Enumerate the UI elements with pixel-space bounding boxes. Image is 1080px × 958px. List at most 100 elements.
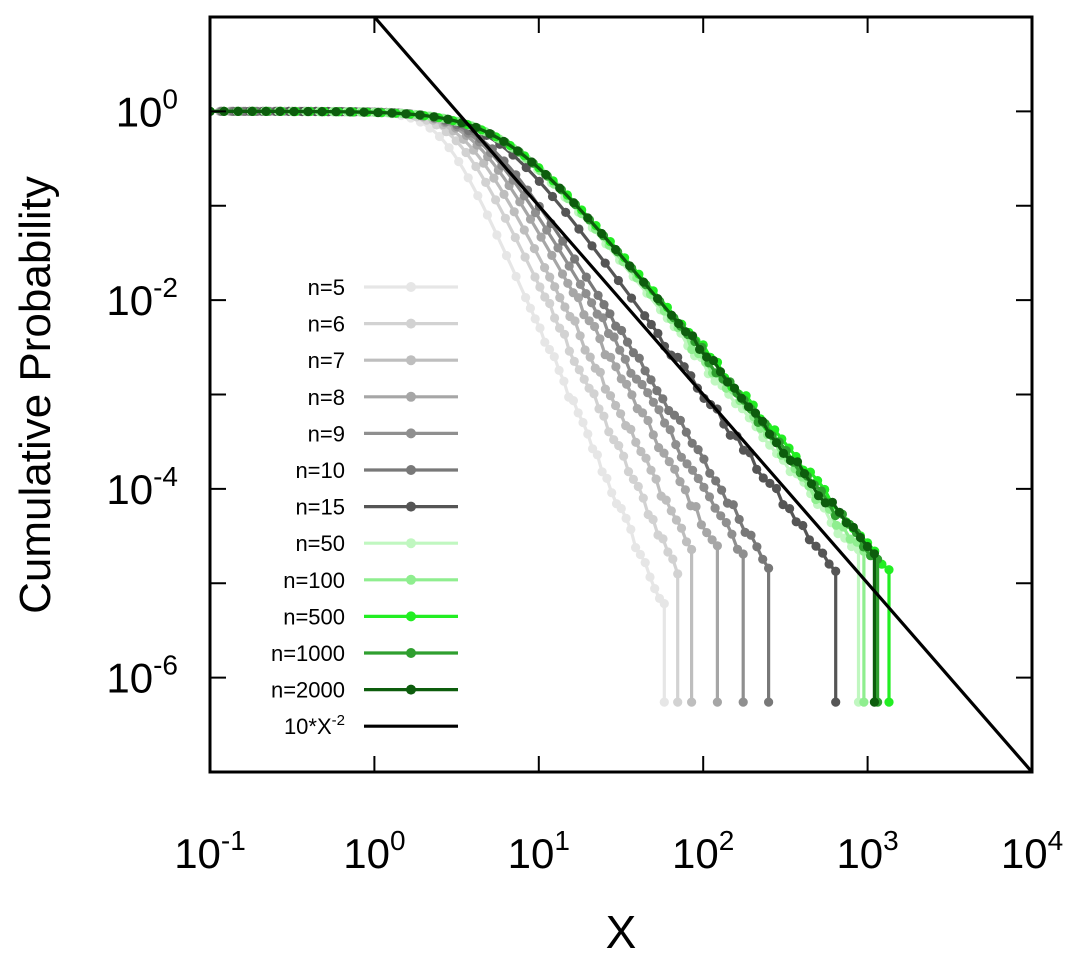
series-point xyxy=(499,189,509,199)
series-point xyxy=(738,549,748,559)
series-point xyxy=(708,355,719,366)
legend-label: n=7 xyxy=(308,348,345,373)
series-point xyxy=(564,346,575,356)
series-point xyxy=(429,112,439,122)
series-point xyxy=(626,368,636,378)
series-point xyxy=(595,334,605,344)
series-point xyxy=(638,493,648,503)
legend-label: n=9 xyxy=(308,421,345,446)
series-point xyxy=(479,158,489,168)
series-point xyxy=(658,394,668,404)
series-point xyxy=(669,410,680,420)
series-point xyxy=(646,465,656,475)
series-point xyxy=(663,547,673,557)
legend-swatch-marker xyxy=(406,391,416,402)
series-point xyxy=(696,520,707,530)
series-point xyxy=(660,418,670,428)
series-point xyxy=(848,522,859,533)
series-point xyxy=(845,534,855,544)
series-point xyxy=(626,293,637,303)
series-point xyxy=(602,473,612,483)
series-point xyxy=(804,535,815,545)
series-point xyxy=(579,310,589,320)
legend-label: n=1000 xyxy=(271,641,345,666)
x-axis-label: X xyxy=(606,906,637,958)
series-point xyxy=(623,467,634,477)
legend-swatch-marker xyxy=(406,282,416,292)
series-point xyxy=(621,513,631,524)
series-point xyxy=(573,408,583,418)
series-point xyxy=(535,323,545,333)
series-point xyxy=(884,697,894,707)
series-point xyxy=(527,157,537,167)
series-point xyxy=(806,479,817,489)
series-point xyxy=(317,107,327,117)
series-point xyxy=(616,409,626,419)
y-tick-label: 100 xyxy=(116,83,178,135)
series-point xyxy=(275,106,285,116)
series-point xyxy=(485,129,495,139)
series-point xyxy=(675,477,685,487)
series-point xyxy=(785,504,795,514)
series-point xyxy=(869,697,880,707)
series-point xyxy=(519,225,529,235)
series-point xyxy=(628,474,639,484)
series-point xyxy=(622,379,632,389)
series-point xyxy=(575,279,586,289)
series-point xyxy=(738,697,748,707)
series-point xyxy=(491,195,501,205)
series-point xyxy=(699,454,709,464)
series-point xyxy=(568,396,579,406)
series-point xyxy=(616,503,626,514)
series-point xyxy=(639,277,649,287)
series-point xyxy=(799,469,810,479)
x-tick-label: 104 xyxy=(1001,825,1063,877)
series-point xyxy=(831,520,842,530)
series-point xyxy=(827,497,838,507)
series-point xyxy=(704,492,715,502)
series-point xyxy=(634,353,644,363)
series-point xyxy=(640,366,650,376)
series-point xyxy=(587,298,597,308)
series-point xyxy=(540,337,550,347)
series-point xyxy=(798,520,808,531)
series-point xyxy=(570,254,580,264)
legend-entry: n=9 xyxy=(308,421,458,446)
series-point xyxy=(520,252,530,262)
series-point xyxy=(717,485,727,495)
x-tick-label: 100 xyxy=(343,825,405,877)
series-point xyxy=(722,377,733,387)
series-point xyxy=(752,464,762,474)
series-point xyxy=(687,344,697,355)
series-point xyxy=(584,316,594,326)
series-point xyxy=(833,529,843,539)
series-point xyxy=(636,446,646,457)
series-point xyxy=(651,474,661,484)
series-point xyxy=(553,243,563,253)
series-point xyxy=(625,261,635,271)
series-point xyxy=(569,198,579,208)
legend-label: n=8 xyxy=(308,385,345,410)
series-point xyxy=(574,365,584,375)
series-point xyxy=(702,528,712,538)
series-point xyxy=(607,488,617,498)
series-point xyxy=(550,313,560,323)
series-point xyxy=(595,367,605,377)
series-point xyxy=(247,106,257,116)
series-point xyxy=(637,379,647,390)
series-point xyxy=(670,464,680,474)
series-point xyxy=(554,365,564,375)
series-point xyxy=(289,106,299,117)
series-point xyxy=(667,310,677,320)
series-point xyxy=(547,191,558,202)
series-point xyxy=(451,136,461,146)
series-point xyxy=(728,500,738,510)
series-point xyxy=(604,427,614,437)
legend-entry: n=15 xyxy=(295,495,458,520)
series-point xyxy=(682,459,692,469)
series-point xyxy=(673,352,683,362)
series-point xyxy=(590,321,600,332)
series-point xyxy=(261,106,271,116)
series-point xyxy=(715,367,726,377)
